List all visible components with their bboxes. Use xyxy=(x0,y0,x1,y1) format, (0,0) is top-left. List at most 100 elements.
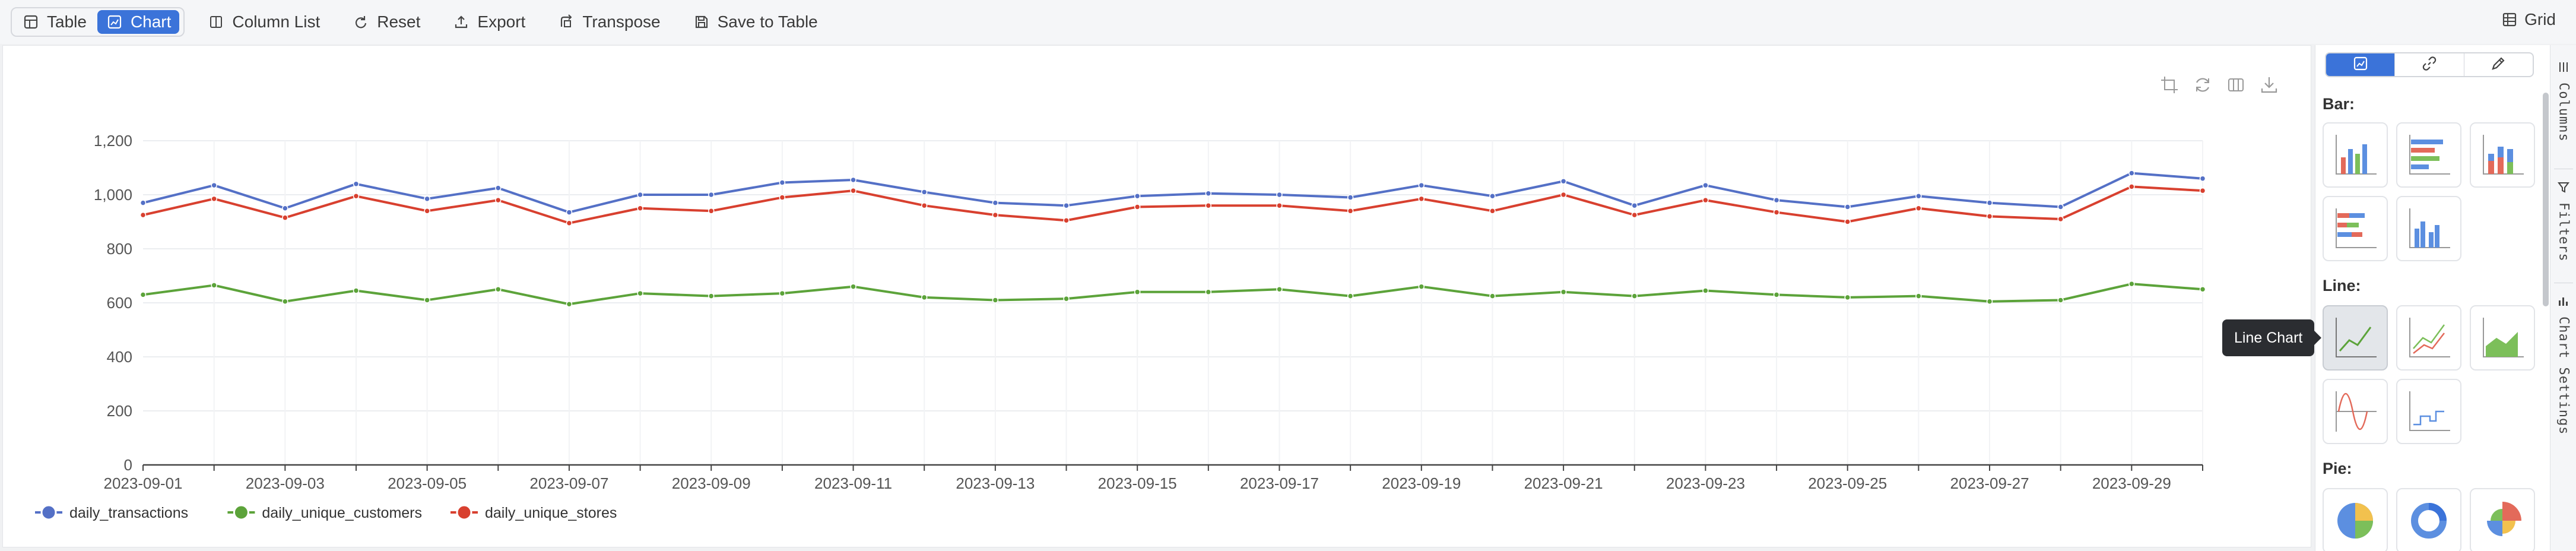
reset-button[interactable]: Reset xyxy=(344,10,429,34)
data-point xyxy=(779,290,786,297)
rail-columns[interactable]: Columns xyxy=(2550,61,2576,142)
transpose-button[interactable]: Transpose xyxy=(549,10,668,34)
rail-filters[interactable]: Filters xyxy=(2550,180,2576,262)
data-point xyxy=(1773,197,1780,204)
table-icon xyxy=(22,13,40,31)
data-point xyxy=(424,195,430,202)
data-point xyxy=(424,208,430,214)
save-to-table-label: Save to Table xyxy=(717,12,818,31)
reset-label: Reset xyxy=(377,12,421,31)
legend-swatch xyxy=(456,504,472,521)
data-point xyxy=(2199,187,2206,194)
data-point xyxy=(211,282,217,289)
data-point xyxy=(282,214,288,221)
horizontal-bar-chart-option[interactable] xyxy=(2396,122,2461,188)
data-point xyxy=(566,220,573,227)
data-view-icon[interactable] xyxy=(2225,74,2247,96)
series-line-daily_transactions xyxy=(142,172,2203,214)
bar-chart-option[interactable] xyxy=(2323,122,2388,188)
stacked-bar-chart-icon xyxy=(2483,135,2524,175)
chart-view-button[interactable]: Chart xyxy=(97,10,180,34)
data-point xyxy=(2057,297,2064,303)
area-chart-option[interactable] xyxy=(2470,305,2535,370)
data-point xyxy=(1986,298,1993,305)
reset-icon xyxy=(352,13,370,31)
data-point xyxy=(1418,182,1425,189)
x-tick-label: 2023-09-03 xyxy=(246,474,325,492)
data-point xyxy=(1986,213,1993,220)
bar-section-title: Bar: xyxy=(2323,95,2355,113)
pie-chart-option[interactable] xyxy=(2323,488,2388,551)
stacked-bar-chart-option[interactable] xyxy=(2470,122,2535,188)
table-view-button[interactable]: Table xyxy=(14,10,95,34)
legend-swatch xyxy=(40,504,57,521)
data-point xyxy=(2128,183,2135,190)
x-tick-label: 2023-09-17 xyxy=(1240,474,1319,492)
save-to-table-button[interactable]: Save to Table xyxy=(684,10,826,34)
grid-button[interactable]: Grid xyxy=(2502,10,2556,29)
export-button[interactable]: Export xyxy=(444,10,534,34)
rose-chart-option[interactable] xyxy=(2470,488,2535,551)
data-point xyxy=(850,176,856,183)
tab-link[interactable] xyxy=(2395,53,2464,76)
rail-chart-settings[interactable]: Chart Settings xyxy=(2550,294,2576,435)
data-point xyxy=(708,293,715,299)
data-point xyxy=(1063,295,1070,302)
data-point xyxy=(1631,202,1638,209)
line-chart-option[interactable] xyxy=(2323,305,2388,370)
column-list-icon xyxy=(207,13,225,31)
save-icon xyxy=(693,13,710,31)
export-label: Export xyxy=(477,12,526,31)
data-point xyxy=(779,194,786,201)
toolbar: Table Chart Column List Reset xyxy=(0,0,2576,44)
data-point xyxy=(1844,204,1851,210)
data-point xyxy=(566,209,573,216)
x-tick-label: 2023-09-19 xyxy=(1382,474,1461,492)
data-point xyxy=(139,211,147,218)
column-list-button[interactable]: Column List xyxy=(199,10,328,34)
smooth-line-chart-icon xyxy=(2336,391,2377,432)
horizontal-bar-chart-icon xyxy=(2409,135,2450,175)
data-point xyxy=(1276,202,1283,209)
crop-icon[interactable] xyxy=(2159,74,2180,96)
data-point xyxy=(2128,280,2135,287)
data-point xyxy=(211,182,217,189)
data-point xyxy=(1844,218,1851,225)
y-tick-label: 200 xyxy=(107,402,132,420)
chart-view-label: Chart xyxy=(130,12,172,31)
data-point xyxy=(1915,193,1922,200)
grouped-bar-chart-option[interactable] xyxy=(2396,196,2461,261)
stacked-horizontal-bar-chart-option[interactable] xyxy=(2323,196,2388,261)
download-icon[interactable] xyxy=(2258,74,2280,96)
data-point xyxy=(2057,216,2064,223)
data-point xyxy=(1276,191,1283,198)
data-point xyxy=(1631,211,1638,218)
multi-line-chart-icon xyxy=(2409,318,2450,357)
step-line-chart-option[interactable] xyxy=(2396,379,2461,444)
data-point xyxy=(495,286,502,293)
data-point xyxy=(1560,191,1567,198)
tab-chart-type[interactable] xyxy=(2326,53,2396,76)
x-tick-label: 2023-09-01 xyxy=(104,474,183,492)
y-tick-label: 1,200 xyxy=(94,132,132,150)
y-tick-label: 800 xyxy=(107,240,132,258)
data-point xyxy=(139,200,147,206)
step-line-chart-icon xyxy=(2409,391,2450,431)
data-point xyxy=(1205,190,1212,197)
data-point xyxy=(1205,202,1212,209)
settings-scrollbar[interactable] xyxy=(2543,93,2549,306)
smooth-line-chart-option[interactable] xyxy=(2323,379,2388,444)
data-point xyxy=(1489,208,1496,214)
refresh-icon[interactable] xyxy=(2192,74,2213,96)
tab-edit[interactable] xyxy=(2464,53,2533,76)
x-tick-label: 2023-09-21 xyxy=(1524,474,1603,492)
rail-chart-settings-label: Chart Settings xyxy=(2556,316,2571,435)
data-point xyxy=(921,202,928,209)
donut-chart-option[interactable] xyxy=(2396,488,2461,551)
data-point xyxy=(1560,289,1567,296)
rail-columns-label: Columns xyxy=(2556,83,2571,142)
multi-line-chart-option[interactable] xyxy=(2396,305,2461,370)
data-point xyxy=(1702,182,1709,189)
x-tick-label: 2023-09-25 xyxy=(1808,474,1887,492)
